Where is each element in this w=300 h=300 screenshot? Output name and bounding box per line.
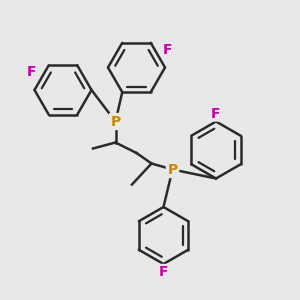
Text: F: F	[211, 107, 221, 121]
Text: F: F	[159, 265, 168, 278]
Text: P: P	[110, 115, 121, 128]
Text: P: P	[167, 163, 178, 176]
Text: F: F	[27, 65, 37, 79]
Text: F: F	[163, 43, 172, 56]
